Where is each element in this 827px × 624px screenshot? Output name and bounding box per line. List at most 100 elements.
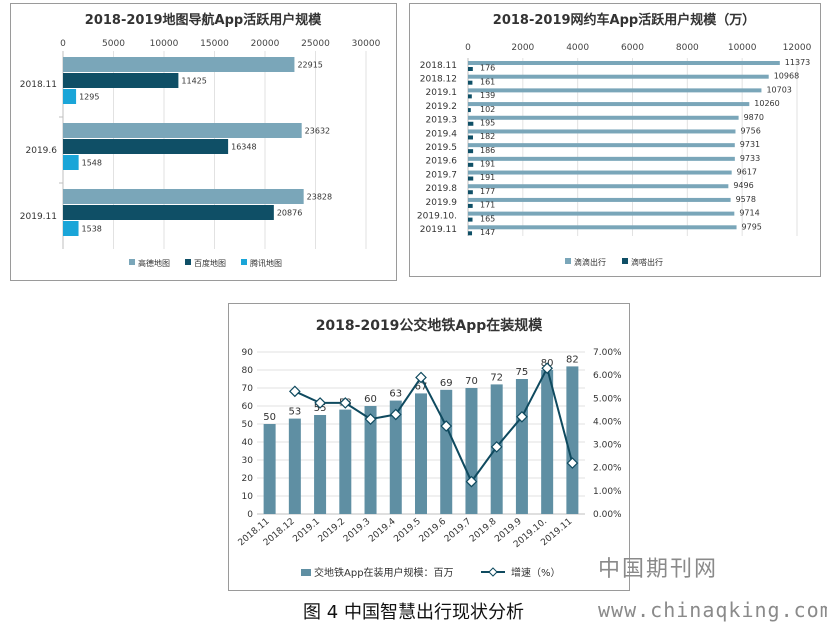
bar — [339, 409, 352, 514]
growth-point — [288, 385, 301, 398]
x-tick-label: 0 — [465, 43, 471, 53]
data-label: 10703 — [766, 85, 791, 94]
data-label: 69 — [440, 378, 453, 389]
y-tick-label-left: 20 — [242, 474, 254, 484]
ride-hailing-chart-panel: 2018-2019网约车App活跃用户规模（万） 0 2000 4000 6000 800… — [409, 3, 821, 277]
data-label: 161 — [480, 77, 495, 86]
data-label: 67 — [415, 381, 428, 392]
figure-caption: 图 4 中国智慧出行现状分析 — [303, 602, 524, 623]
y-tick-label-right: 4.00% — [593, 417, 622, 427]
data-label: 9870 — [744, 113, 764, 122]
legend-label: 增速（%） — [511, 566, 561, 579]
x-tick-label: 25000 — [301, 39, 330, 49]
data-label: 165 — [480, 214, 495, 223]
x-tick-label: 30000 — [352, 39, 381, 49]
data-label: 191 — [480, 173, 495, 182]
legend-swatch — [129, 259, 135, 265]
data-label: 9617 — [737, 168, 757, 177]
data-label: 72 — [490, 372, 503, 383]
category-label: 2019.8 — [426, 184, 458, 194]
bar — [468, 211, 735, 216]
bar — [468, 203, 473, 208]
bar — [63, 57, 295, 72]
category-label: 2018.11 — [20, 80, 57, 90]
bar — [468, 190, 473, 195]
bar — [468, 176, 474, 181]
growth-line — [294, 365, 574, 484]
bar — [468, 197, 731, 202]
bar — [468, 225, 737, 230]
y-tick-label-left: 60 — [242, 402, 254, 412]
legend-label: 滴滴出行 — [574, 257, 606, 267]
data-label: 9756 — [740, 126, 760, 135]
y-tick-label-right: 1.00% — [593, 487, 622, 497]
category-label: 2019.2 — [426, 102, 458, 112]
x-tick-label: 2019.6 — [418, 516, 449, 544]
bar — [566, 366, 579, 514]
y-tick-label-left: 0 — [247, 510, 253, 520]
data-label: 195 — [480, 118, 495, 127]
bar — [63, 73, 179, 88]
data-label: 191 — [480, 160, 495, 169]
category-label: 2019.9 — [426, 198, 458, 208]
data-label: 1548 — [82, 159, 102, 168]
x-tick-label: 20000 — [251, 39, 280, 49]
x-tick-label: 2019.2 — [317, 517, 348, 545]
legend-label: 腾讯地图 — [250, 258, 282, 268]
data-label: 9731 — [740, 140, 760, 149]
growth-point — [566, 457, 579, 469]
bar — [364, 406, 377, 514]
data-label: 9733 — [740, 154, 760, 163]
bar — [63, 89, 77, 104]
y-tick-label-left: 50 — [242, 420, 254, 430]
x-tick-label: 2019.3 — [342, 517, 373, 545]
data-label: 177 — [480, 187, 495, 196]
data-label: 10260 — [754, 99, 779, 108]
x-tick-label: 8000 — [676, 43, 699, 53]
bar — [63, 205, 274, 220]
data-label: 23632 — [305, 127, 330, 136]
x-tick-label: 5000 — [102, 39, 125, 49]
x-tick-label: 12000 — [783, 43, 812, 53]
bar — [468, 80, 473, 85]
legend-label: 高德地图 — [138, 258, 170, 268]
bar — [389, 400, 402, 514]
chart-title: 2018-2019公交地铁App在装规模 — [316, 317, 544, 334]
x-tick-label: 2019.7 — [443, 517, 474, 545]
data-label: 176 — [480, 64, 495, 73]
category-label: 2019.10. — [417, 211, 457, 221]
category-label: 2019.11 — [20, 212, 57, 222]
data-label: 60 — [364, 394, 377, 405]
bar — [468, 108, 471, 113]
bar — [468, 162, 474, 167]
x-tick-label: 2019.5 — [392, 517, 423, 545]
growth-point — [415, 371, 427, 384]
data-label: 147 — [480, 228, 495, 237]
bar — [468, 67, 473, 71]
data-label: 1538 — [82, 225, 102, 234]
bus-metro-chart-panel: 2018-2019公交地铁App在装规模 0 10 20 30 40 50 60 70 80 90 0… — [228, 303, 630, 591]
y-tick-label-right: 5.00% — [593, 394, 622, 404]
bar — [468, 149, 474, 154]
x-tick-label: 4000 — [566, 43, 589, 53]
y-tick-label-left: 90 — [242, 348, 254, 358]
data-label: 9795 — [742, 222, 762, 231]
bar — [468, 184, 729, 189]
bar — [263, 424, 276, 514]
data-label: 16348 — [231, 143, 256, 152]
watermark-url: www.chinaqking.com — [598, 598, 827, 622]
data-label: 82 — [566, 354, 579, 365]
x-tick-label: 2019.8 — [468, 516, 499, 544]
x-tick-label: 2000 — [511, 43, 534, 53]
category-label: 2019.6 — [426, 157, 458, 167]
data-label: 23828 — [307, 193, 332, 202]
bar — [468, 170, 732, 175]
y-tick-label-right: 3.00% — [593, 441, 622, 451]
data-label: 75 — [516, 367, 529, 378]
bar — [468, 88, 762, 93]
y-tick-label-right: 0.00% — [593, 510, 622, 520]
bar — [541, 370, 554, 514]
data-label: 63 — [389, 389, 402, 400]
category-label: 2018.11 — [420, 61, 457, 71]
data-label: 10968 — [774, 72, 799, 81]
